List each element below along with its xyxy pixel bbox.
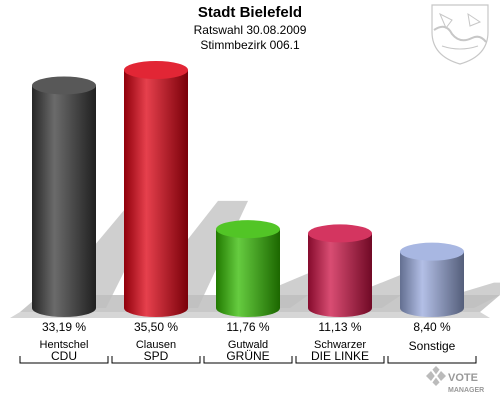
bar-sonstige xyxy=(400,242,464,317)
category-label: GRÜNE xyxy=(226,349,269,363)
bar-grüne xyxy=(216,220,280,317)
candidate-label: Gutwald xyxy=(228,339,268,351)
bar-cdu xyxy=(32,76,96,317)
category-bracket xyxy=(19,356,109,364)
watermark-vote: VOTE xyxy=(448,372,478,384)
category-label: DIE LINKE xyxy=(311,349,369,363)
category-label: CDU xyxy=(51,349,77,363)
candidate-label: Clausen xyxy=(136,339,176,351)
chart-title: Stadt Bielefeld xyxy=(197,4,303,21)
bar-spd xyxy=(124,61,188,317)
votemanager-logo: VOTE MANAGER xyxy=(426,366,484,394)
value-label: 11,13 % xyxy=(318,320,361,334)
chart-subtitle: Ratswahl 30.08.2009 xyxy=(193,23,307,37)
candidate-label: Hentschel xyxy=(40,339,89,351)
coat-of-arms-icon xyxy=(431,4,489,65)
category-bracket xyxy=(203,356,293,364)
category-label: SPD xyxy=(144,349,169,363)
value-label: 11,76 % xyxy=(226,320,269,334)
chart-subtitle-district: Stimmbezirk 006.1 xyxy=(200,38,300,52)
value-label: 8,40 % xyxy=(413,320,451,334)
value-label: 35,50 % xyxy=(134,320,178,334)
category-label: Sonstige xyxy=(409,339,456,353)
category-bracket xyxy=(295,356,385,364)
watermark-manager: MANAGER xyxy=(448,387,484,394)
bar-die-linke xyxy=(308,224,372,317)
category-bracket xyxy=(111,356,201,364)
category-bracket xyxy=(387,356,477,364)
candidate-label: Schwarzer xyxy=(314,339,366,351)
value-label: 33,19 % xyxy=(42,320,86,334)
